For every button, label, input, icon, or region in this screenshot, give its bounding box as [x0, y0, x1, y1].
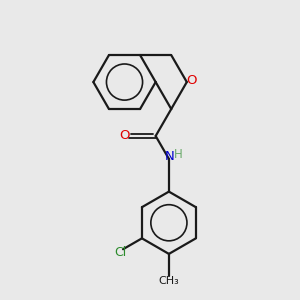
Text: Cl: Cl: [115, 246, 127, 259]
Text: O: O: [119, 129, 129, 142]
Text: CH₃: CH₃: [158, 276, 179, 286]
Text: H: H: [174, 148, 183, 161]
Text: N: N: [165, 150, 175, 163]
Text: O: O: [186, 74, 196, 87]
